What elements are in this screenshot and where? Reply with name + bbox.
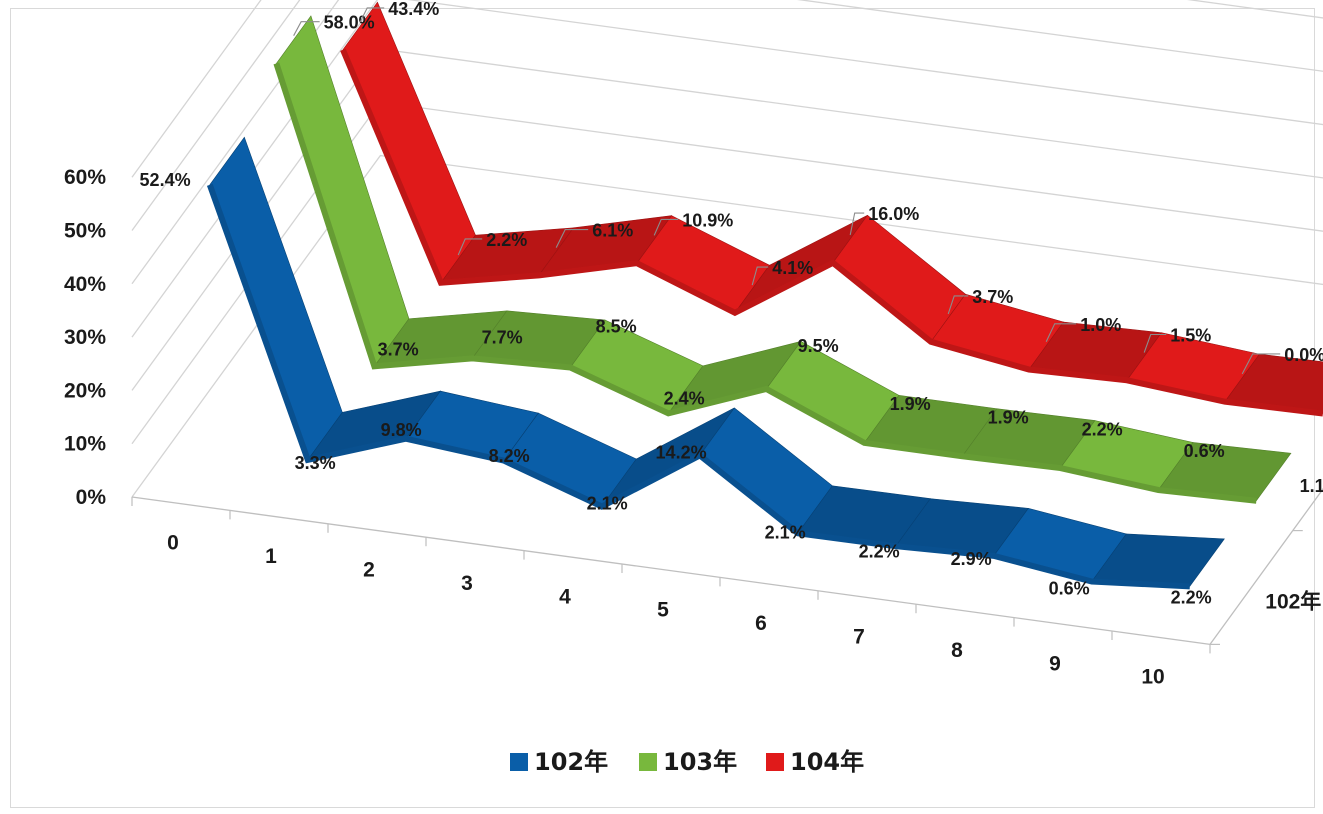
leader-line xyxy=(1241,353,1281,375)
y-tick-label: 30% xyxy=(64,326,106,349)
ribbon-edge xyxy=(273,62,1257,504)
ribbon-layer xyxy=(206,1,1323,590)
leader-line xyxy=(1143,333,1167,353)
depth-axis-line xyxy=(1209,487,1323,645)
y-tick-label: 40% xyxy=(64,273,106,296)
leader-line xyxy=(359,7,385,23)
data-label: 2.2% xyxy=(1082,419,1123,439)
x-tick-label: 0 xyxy=(167,532,179,555)
gridline xyxy=(131,154,1323,498)
data-label: 2.2% xyxy=(859,541,900,561)
leader-line xyxy=(947,295,969,315)
y-tick-label: 0% xyxy=(76,486,107,509)
label-layer: 52.4% 3.3% 9.8% 8.2% 2.1% 14.2% 2.1% 2.2% 2.9% 0.… xyxy=(140,0,1323,608)
data-label: 6.1% xyxy=(592,221,633,241)
data-label: 1.1% xyxy=(1300,476,1323,496)
gridline xyxy=(131,0,1323,338)
data-label: 1.9% xyxy=(988,407,1029,427)
y-tick-label: 60% xyxy=(64,166,106,189)
data-label: 2.4% xyxy=(664,389,705,409)
legend-swatch xyxy=(510,753,528,771)
data-label: 1.9% xyxy=(890,394,931,414)
leader-line xyxy=(849,212,865,236)
x-tick-label: 4 xyxy=(559,585,571,608)
ribbon-edge xyxy=(206,183,1190,590)
leader-line xyxy=(555,229,589,248)
leader-line xyxy=(653,218,679,236)
grid-layer xyxy=(131,0,1323,654)
legend-label: 103年 xyxy=(663,748,737,776)
data-label: 3.7% xyxy=(378,339,419,359)
data-label: 43.4% xyxy=(388,0,439,19)
legend-swatch xyxy=(639,753,657,771)
depth-axis-label: 102年 xyxy=(1265,590,1321,614)
data-label: 2.1% xyxy=(587,494,628,514)
data-label: 0.6% xyxy=(1184,441,1225,461)
x-tick-label: 2 xyxy=(363,559,375,582)
gridline xyxy=(131,0,1323,285)
data-label: 1.0% xyxy=(1080,315,1121,335)
x-tick-label: 5 xyxy=(657,599,669,622)
series-2-ribbon xyxy=(340,1,1323,417)
y-tick-label: 20% xyxy=(64,379,106,402)
data-label: 2.9% xyxy=(951,549,992,569)
data-label: 3.3% xyxy=(295,453,336,473)
data-label: 52.4% xyxy=(140,170,191,190)
data-label: 8.2% xyxy=(489,446,530,466)
series-1-ribbon xyxy=(273,15,1292,504)
leader-line xyxy=(1045,323,1077,343)
leader-line xyxy=(751,266,769,286)
x-tick-label: 9 xyxy=(1049,652,1061,675)
x-tick-label: 3 xyxy=(461,572,473,595)
x-tick-label: 8 xyxy=(951,639,963,662)
data-label: 10.9% xyxy=(682,210,733,230)
ribbon-edge xyxy=(340,48,1323,417)
leader-line xyxy=(457,238,483,256)
data-label: 9.5% xyxy=(798,336,839,356)
data-label: 7.7% xyxy=(482,328,523,348)
data-label: 4.1% xyxy=(772,258,813,278)
series-0-ribbon xyxy=(206,136,1225,590)
legend-swatch xyxy=(766,753,784,771)
data-label: 1.5% xyxy=(1170,326,1211,346)
x-tick-label: 6 xyxy=(755,612,767,635)
tick-layer: 0%10%20%30%40%50%60%012345678910104年103年… xyxy=(64,166,1321,689)
gridline xyxy=(131,0,1323,231)
data-label: 16.0% xyxy=(868,204,919,224)
data-label: 2.2% xyxy=(1171,588,1212,608)
legend-label: 102年 xyxy=(534,748,608,776)
leader-line xyxy=(293,21,320,36)
x-tick-label: 1 xyxy=(265,545,277,568)
legend: 102年 103年 104年 xyxy=(510,748,864,776)
data-label: 8.5% xyxy=(596,317,637,337)
data-label: 3.7% xyxy=(972,287,1013,307)
gridline xyxy=(131,0,262,178)
data-label: 2.2% xyxy=(486,230,527,250)
x-axis-line xyxy=(131,496,1211,646)
x-tick-label: 7 xyxy=(853,626,865,649)
data-label: 58.0% xyxy=(324,13,375,33)
data-label: 0.0% xyxy=(1284,345,1323,365)
x-tick-label: 10 xyxy=(1141,666,1164,689)
legend-label: 104年 xyxy=(790,748,864,776)
y-tick-label: 10% xyxy=(64,433,106,456)
data-label: 9.8% xyxy=(381,420,422,440)
data-label: 0.6% xyxy=(1049,579,1090,599)
y-tick-label: 50% xyxy=(64,220,106,243)
data-label: 2.1% xyxy=(765,523,806,543)
data-label: 14.2% xyxy=(656,443,707,463)
